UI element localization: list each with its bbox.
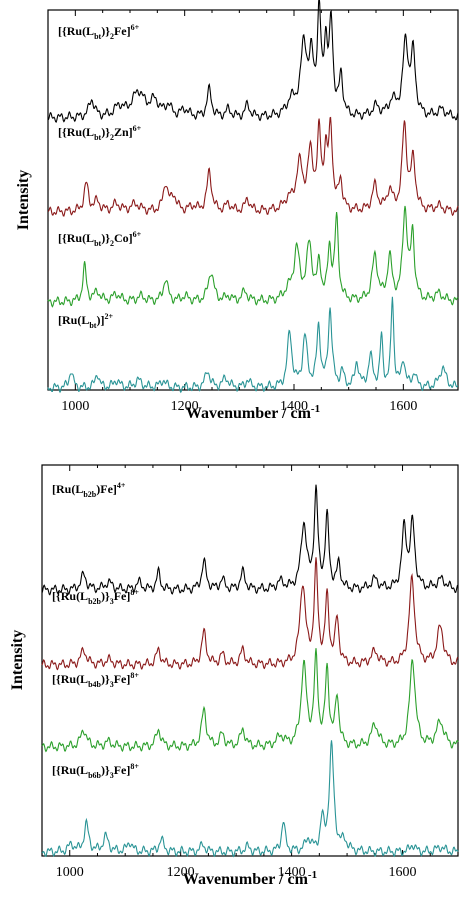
x-tick-label: 1000 — [61, 399, 89, 414]
spectrum-line-3 — [47, 296, 458, 394]
x-tick-label: 1400 — [280, 399, 308, 414]
spectrum-line-2 — [47, 205, 459, 308]
spectrum-label-3: [Ru(Lbt)]2+ — [58, 312, 113, 330]
spectrum-line-2 — [41, 648, 459, 753]
x-tick-label: 1200 — [171, 399, 199, 414]
spectrum-line-0 — [41, 484, 459, 596]
x-tick-label: 1400 — [278, 865, 306, 880]
x-axis-title: Wavenumber / cm-1 — [186, 403, 320, 422]
spectrum-label-1: [{Ru(Lb2b)}3Fe]8+ — [52, 588, 139, 606]
spectrum-label-0: [Ru(Lb2b)Fe]4+ — [52, 481, 126, 499]
x-tick-label: 1600 — [389, 399, 417, 414]
chart-bottom-panel: 1000 1200 1400 1600 Wavenumber / cm-1 Intensi… — [9, 464, 459, 888]
spectrum-label-2: [{Ru(Lb4b)}3Fe]8+ — [52, 671, 139, 689]
spectrum-label-2: [{Ru(Lbt)}2Co]6+ — [58, 230, 142, 248]
y-axis-title: Intensity — [15, 170, 32, 230]
spectrum-label-1: [{Ru(Lbt)}2Zn]6+ — [58, 124, 142, 142]
spectrum-label-0: [{Ru(Lbt)}2Fe]6+ — [58, 23, 140, 41]
plot-frame — [41, 464, 459, 857]
x-tick-label: 1000 — [56, 865, 84, 880]
spectrum-line-1 — [41, 557, 459, 671]
spectrum-line-3 — [41, 740, 459, 858]
plot-frame — [47, 9, 459, 391]
x-tick-label: 1200 — [167, 865, 195, 880]
spectrum-line-1 — [47, 116, 459, 217]
chart-top-panel: 1000 1200 1400 1600 Wavenumber / cm-1 Intensi… — [15, 0, 459, 422]
spectrum-label-3: [{Ru(Lb6b)}3Fe]8+ — [52, 762, 139, 780]
x-tick-label: 1600 — [389, 865, 417, 880]
y-axis-title: Intensity — [9, 630, 26, 690]
spectrum-line-0 — [47, 0, 459, 123]
x-axis-title: Wavenumber / cm-1 — [183, 869, 317, 888]
